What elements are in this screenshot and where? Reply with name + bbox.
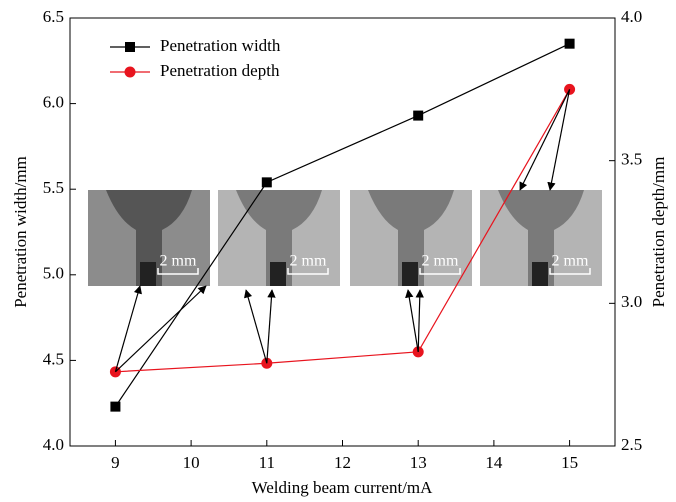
- arrow: [115, 286, 206, 372]
- y-tick-label: 4.5: [43, 349, 64, 368]
- y-tick-label: 6.0: [43, 93, 64, 112]
- keyhole: [532, 262, 548, 286]
- keyhole: [270, 262, 286, 286]
- arrow: [550, 89, 570, 190]
- legend-label: Penetration depth: [160, 61, 280, 80]
- micrograph: 2 mm: [88, 190, 210, 286]
- marker: [413, 111, 423, 121]
- y2-tick-label: 3.5: [621, 150, 642, 169]
- keyhole: [402, 262, 418, 286]
- scale-label: 2 mm: [422, 253, 459, 270]
- scale-label: 2 mm: [552, 253, 589, 270]
- y-tick-label: 6.5: [43, 7, 64, 26]
- chart: Welding beam current/mA Penetration widt…: [0, 0, 676, 502]
- legend-marker: [125, 67, 136, 78]
- arrow: [520, 89, 570, 190]
- marker: [110, 402, 120, 412]
- y2-axis-label: Penetration depth/mm: [649, 157, 668, 308]
- x-tick-label: 14: [485, 453, 503, 472]
- y2-tick-label: 3.0: [621, 292, 642, 311]
- x-tick-label: 15: [561, 453, 578, 472]
- micrograph: 2 mm: [350, 190, 472, 286]
- legend-label: Penetration width: [160, 36, 281, 55]
- y-axis-label: Penetration width/mm: [11, 156, 30, 308]
- y-tick-label: 4.0: [43, 435, 64, 454]
- x-tick-label: 9: [111, 453, 120, 472]
- y2-tick-label: 2.5: [621, 435, 642, 454]
- legend-marker: [125, 42, 135, 52]
- x-tick-label: 13: [410, 453, 427, 472]
- keyhole: [140, 262, 156, 286]
- scale-label: 2 mm: [160, 253, 197, 270]
- marker: [565, 39, 575, 49]
- x-axis-label: Welding beam current/mA: [252, 478, 434, 497]
- arrow: [408, 290, 418, 352]
- arrow: [115, 286, 140, 372]
- scale-label: 2 mm: [290, 253, 327, 270]
- arrow: [267, 290, 272, 363]
- y2-tick-label: 4.0: [621, 7, 642, 26]
- x-tick-label: 10: [183, 453, 200, 472]
- arrow: [418, 290, 420, 352]
- micrograph: 2 mm: [218, 190, 340, 286]
- y-tick-label: 5.5: [43, 178, 64, 197]
- x-tick-label: 11: [259, 453, 275, 472]
- micrograph: 2 mm: [480, 190, 602, 286]
- y-tick-label: 5.0: [43, 264, 64, 283]
- marker: [262, 177, 272, 187]
- x-tick-label: 12: [334, 453, 351, 472]
- arrow: [246, 290, 267, 363]
